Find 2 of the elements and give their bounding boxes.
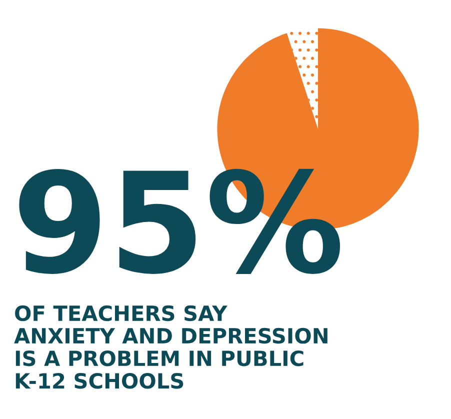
text: OF TEACHERS SAY ANXIETY AND DEPRESSION IS A PROBLEM IN PUBLIC K-12 SCHOOLS <box>14 305 328 389</box>
text: 95% <box>19 168 340 274</box>
